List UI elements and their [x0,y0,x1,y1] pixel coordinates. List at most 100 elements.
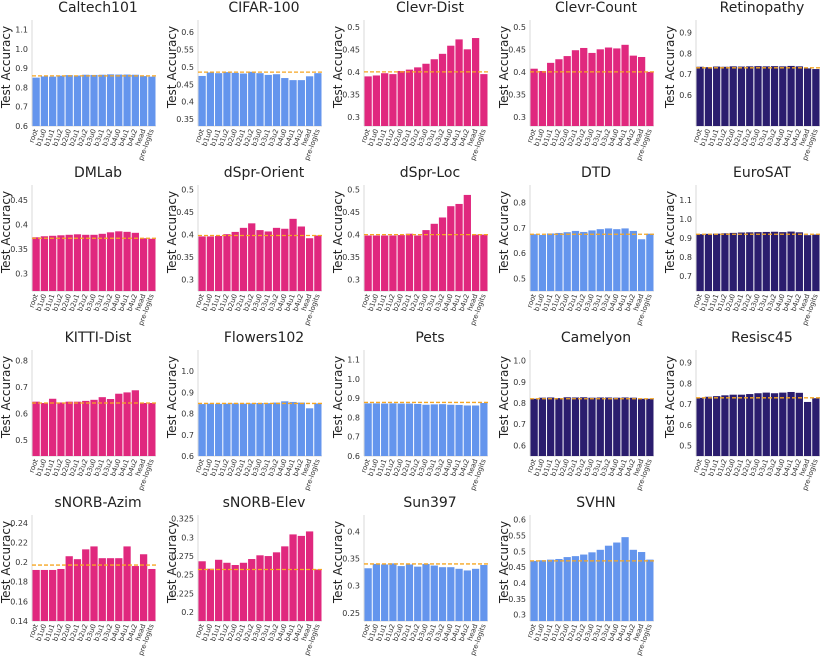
bar [82,234,90,291]
bar [580,47,588,126]
bar [206,403,215,456]
y-tick-label: 0.4 [513,68,526,77]
y-tick-label: 1.0 [347,375,360,384]
bar [198,75,206,126]
bar [779,66,787,126]
bar [787,391,795,456]
y-tick-label: 0.9 [15,64,28,73]
bar [73,559,82,621]
y-tick-label: 0.3 [181,533,194,542]
bar [231,72,239,126]
bar [555,558,563,621]
bar [414,403,422,456]
chart-panel: Camelyon Test Accuracy 0.6 0.7 0.8 0.9 1.0 root… [497,330,664,495]
bar [98,558,106,621]
chart-svg: 0.350.40.450.50.550.6rootb1u0b1u1b1u2b2u… [176,20,322,162]
chart-title: Sun397 [403,495,457,511]
bar [90,399,98,456]
y-tick-label: 0.7 [679,400,692,409]
bar [256,555,264,621]
bar [32,237,40,291]
bar [65,234,73,291]
y-tick-label: 0.45 [176,208,194,217]
bar [215,73,223,126]
bar [264,556,272,621]
chart-svg: 0.30.350.40.450.50.550.6rootb1u0b1u1b1u2… [508,515,654,657]
bar [438,217,447,291]
bar [713,66,721,126]
bar [397,403,405,456]
bar [90,74,98,126]
bar [463,49,471,126]
chart-svg: 0.30.350.40.450.5rootb1u0b1u1b1u2b2u0b2u… [176,185,322,327]
bar [106,74,115,126]
chart-title: sNORB-Azim [54,495,142,511]
y-tick-label: 0.8 [679,253,692,262]
chart-title: Clevr-Dist [396,0,464,16]
bar [139,76,148,126]
y-tick-label: 0.2 [15,558,28,567]
bar [729,66,737,126]
bar [795,66,803,126]
y-tick-label: 0.3 [347,113,360,122]
bar [98,397,106,456]
bar [381,73,389,126]
y-tick-label: 0.35 [508,90,526,99]
chart-svg: 0.60.70.80.91.01.1rootb1u0b1u1b1u2b2u0b2… [15,20,156,162]
chart-svg: 0.60.70.80.91.0rootb1u0b1u1b1u2b2u0b2u1b… [181,350,322,492]
bar [637,398,646,456]
chart-svg: 0.50.60.70.8rootb1u0b1u1b1u2b2u0b2u1b2u2… [513,185,654,327]
bar [770,231,779,291]
y-tick-label: 0.3 [513,113,526,122]
bar [538,234,547,291]
bar [215,559,223,621]
bar [231,565,239,621]
bar [430,223,438,291]
bar [803,235,812,291]
bar [721,66,729,126]
chart-panel: Pets Test Accuracy 0.6 0.7 0.8 0.9 1.0 1.1 root b… [331,330,498,495]
bar [779,232,787,291]
bar [746,66,754,126]
bar [471,405,480,456]
y-tick-label: 0.6 [513,516,526,525]
bar [455,203,463,291]
bar [115,558,123,621]
bar [115,393,123,456]
chart-panel: Retinopathy Test Accuracy 0.6 0.7 0.8 0.9 root… [663,0,830,165]
bar [381,403,389,456]
y-tick-label: 0.5 [513,547,526,556]
bar [90,546,98,621]
y-tick-label: 0.35 [176,115,194,124]
y-tick-label: 0.2 [181,608,194,617]
bar [596,229,604,291]
bar [571,556,580,621]
bar [480,403,488,456]
chart-panel: Caltech101 Test Accuracy 0.6 0.7 0.8 0.9 1.0 1.… [0,0,166,165]
bar [256,403,264,456]
y-tick-label: 0.4 [513,579,526,588]
chart-svg: 0.20.2250.250.2750.30.325rootb1u0b1u1b1u… [171,515,322,657]
bar [372,75,381,126]
y-tick-label: 0.9 [181,388,194,397]
bar [148,403,156,456]
y-tick-label: 0.8 [347,413,360,422]
bar [389,235,397,291]
y-tick-label: 0.45 [176,80,194,89]
y-tick-label: 0.35 [342,90,360,99]
bar [73,401,82,456]
bar [480,74,488,126]
bar [256,73,264,126]
bar [206,568,215,621]
bar [57,402,65,456]
y-tick-label: 0.5 [181,63,194,72]
bar [364,235,372,291]
bar [530,234,538,291]
bar [704,67,713,126]
chart-svg: 0.50.60.70.80.9rootb1u0b1u1b1u2b2u0b2u1b… [679,350,820,492]
y-tick-label: 0.16 [10,597,28,606]
bar [779,392,787,456]
bar [389,74,397,126]
bar [629,549,637,621]
bar [637,552,646,621]
